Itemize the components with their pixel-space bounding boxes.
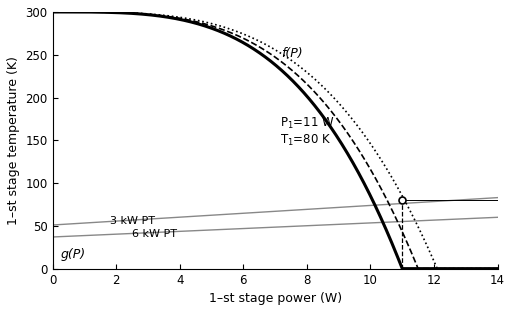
- X-axis label: 1–st stage power (W): 1–st stage power (W): [208, 292, 342, 305]
- Text: 3 kW PT: 3 kW PT: [110, 216, 155, 226]
- Y-axis label: 1–st stage temperature (K): 1–st stage temperature (K): [7, 56, 20, 225]
- Text: 6 kW PT: 6 kW PT: [132, 229, 177, 239]
- Text: g(P): g(P): [60, 248, 86, 261]
- Text: f(P): f(P): [282, 46, 303, 60]
- Text: P$_1$=11 W
T$_1$=80 K: P$_1$=11 W T$_1$=80 K: [280, 115, 334, 148]
